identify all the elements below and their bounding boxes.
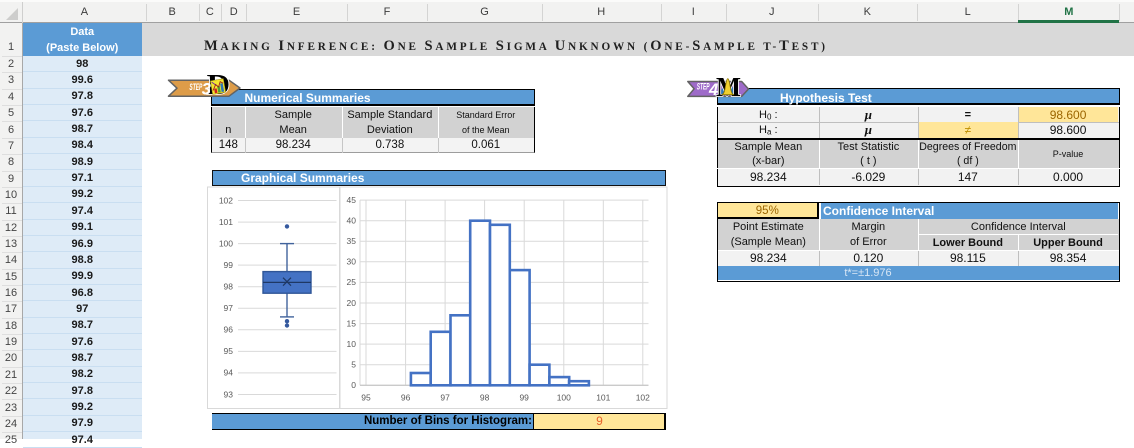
svg-text:45: 45 [347, 195, 357, 205]
svg-text:10: 10 [347, 339, 357, 349]
svg-text:15: 15 [347, 318, 357, 328]
svg-text:35: 35 [347, 236, 357, 246]
svg-text:40: 40 [347, 216, 357, 226]
svg-text:4: 4 [708, 81, 718, 99]
svg-text:96: 96 [401, 393, 411, 403]
svg-text:94: 94 [224, 368, 234, 378]
svg-text:98: 98 [224, 282, 234, 292]
svg-text:100: 100 [219, 238, 233, 248]
svg-text:3: 3 [202, 81, 211, 99]
svg-text:95: 95 [224, 346, 234, 356]
svg-text:93: 93 [224, 389, 234, 399]
svg-text:99: 99 [224, 260, 234, 270]
svg-text:102: 102 [219, 195, 233, 205]
svg-text:98: 98 [480, 393, 490, 403]
svg-text:0: 0 [351, 380, 356, 390]
svg-text:100: 100 [557, 393, 571, 403]
svg-text:30: 30 [347, 257, 357, 267]
svg-text:25: 25 [347, 277, 357, 287]
svg-text:101: 101 [596, 393, 610, 403]
svg-text:STEP: STEP [697, 81, 711, 92]
svg-text:95: 95 [361, 393, 371, 403]
svg-text:96: 96 [224, 325, 234, 335]
svg-text:97: 97 [440, 393, 450, 403]
svg-text:20: 20 [347, 298, 357, 308]
svg-text:101: 101 [219, 217, 233, 227]
svg-text:97: 97 [224, 303, 234, 313]
svg-text:102: 102 [636, 393, 650, 403]
svg-text:99: 99 [519, 393, 529, 403]
svg-text:5: 5 [351, 360, 356, 370]
svg-text:M: M [716, 72, 741, 100]
svg-text:STEP: STEP [189, 81, 203, 92]
